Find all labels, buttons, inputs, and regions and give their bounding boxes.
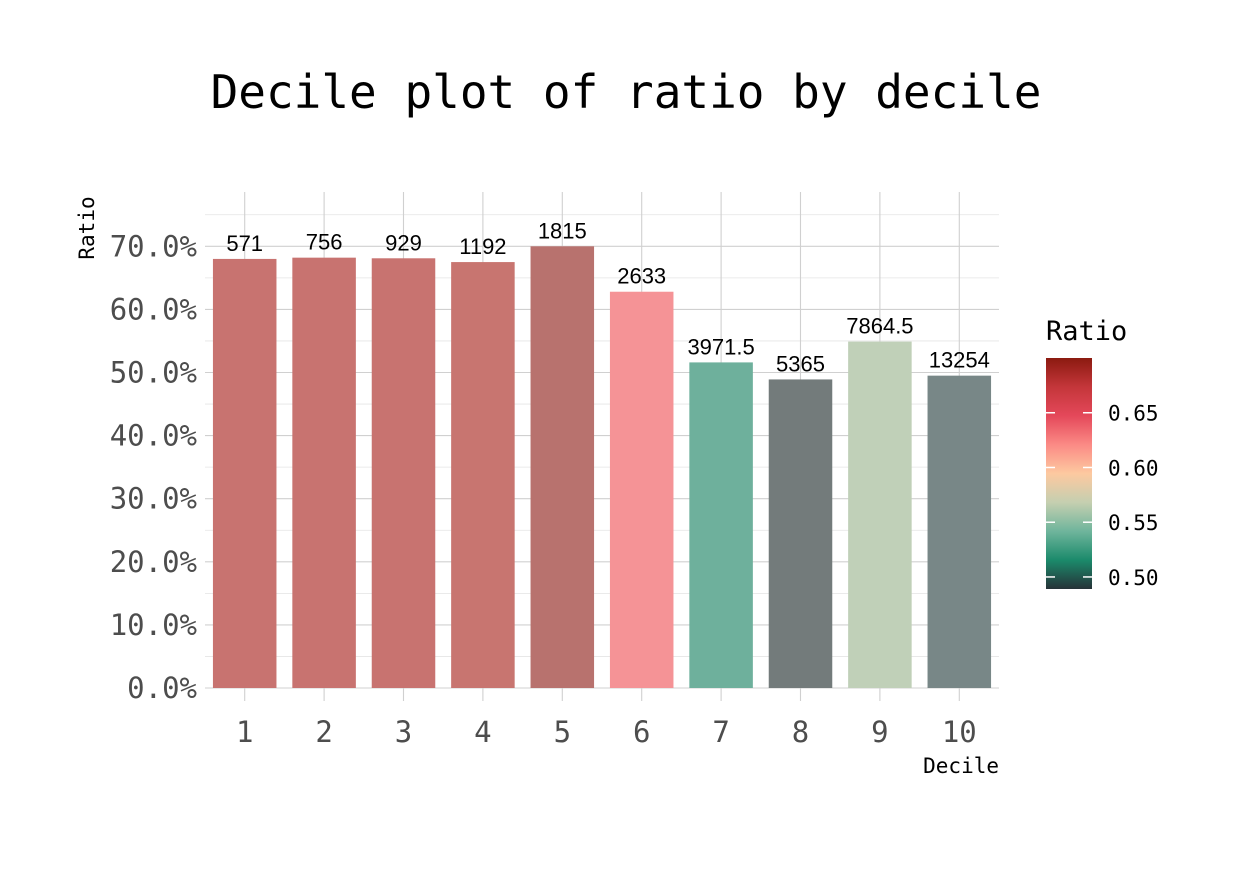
bar-decile-2 (292, 257, 356, 688)
bar-label-decile-7: 3971.5 (687, 334, 754, 359)
bar-label-decile-9: 7864.5 (846, 314, 913, 339)
y-tick-label: 60.0% (110, 292, 197, 326)
y-axis-ticks: 0.0% 10.0% 20.0% 30.0% 40.0% 50.0% 60.0% 70.0% (110, 229, 197, 705)
y-tick-label: 0.0% (127, 671, 197, 705)
y-tick-label: 20.0% (110, 545, 197, 579)
bar-decile-5 (530, 246, 595, 689)
y-tick-label: 70.0% (110, 229, 197, 263)
x-tick-label: 6 (633, 715, 650, 749)
y-tick-label: 40.0% (110, 419, 197, 453)
x-tick-label: 8 (792, 715, 809, 749)
y-tick-label: 50.0% (110, 356, 197, 390)
bars (212, 246, 992, 689)
x-tick-label: 5 (554, 715, 571, 749)
bar-decile-7 (689, 362, 753, 688)
bar-decile-4 (451, 262, 515, 688)
x-tick-label: 10 (942, 715, 977, 749)
bar-labels: 571 756 929 1192 1815 2633 3971.5 5365 7864.5 132… (226, 218, 990, 376)
x-tick-label: 9 (871, 715, 888, 749)
bar-decile-6 (609, 291, 674, 688)
bar-label-decile-2: 756 (306, 230, 343, 255)
legend-colorbar (1046, 358, 1092, 589)
x-tick-label: 7 (712, 715, 729, 749)
bar-label-decile-10: 13254 (929, 348, 990, 373)
legend-tick-label: 0.55 (1108, 511, 1159, 535)
x-axis-title: Decile (923, 754, 999, 778)
bar-decile-10 (927, 375, 992, 688)
bar-label-decile-3: 929 (385, 230, 422, 255)
bar-decile-8 (768, 379, 833, 688)
legend-title: Ratio (1046, 316, 1127, 347)
y-axis-title: Ratio (75, 196, 99, 259)
bar-label-decile-8: 5365 (776, 351, 825, 376)
x-tick-label: 4 (474, 715, 491, 749)
chart-title: Decile plot of ratio by decile (211, 65, 1042, 119)
color-legend: Ratio 0.50 0.55 0.60 0.65 (1046, 316, 1159, 590)
x-tick-label: 3 (395, 715, 412, 749)
y-tick-label: 10.0% (110, 608, 197, 642)
bar-decile-1 (212, 258, 277, 688)
legend-tick-label: 0.60 (1108, 456, 1159, 480)
bar-label-decile-1: 571 (226, 231, 263, 256)
legend-tick-label: 0.50 (1108, 566, 1159, 590)
bar-label-decile-5: 1815 (538, 218, 587, 243)
bar-label-decile-6: 2633 (617, 264, 666, 289)
x-tick-label: 1 (236, 715, 253, 749)
x-axis-ticks: 1 2 3 4 5 6 7 8 9 10 (236, 715, 977, 749)
bar-decile-3 (371, 258, 436, 688)
y-tick-label: 30.0% (110, 482, 197, 516)
bar-decile-9 (848, 341, 912, 688)
x-tick-label: 2 (315, 715, 332, 749)
bar-label-decile-4: 1192 (459, 234, 506, 259)
legend-ticks: 0.50 0.55 0.60 0.65 (1046, 402, 1159, 590)
legend-tick-label: 0.65 (1108, 402, 1159, 426)
